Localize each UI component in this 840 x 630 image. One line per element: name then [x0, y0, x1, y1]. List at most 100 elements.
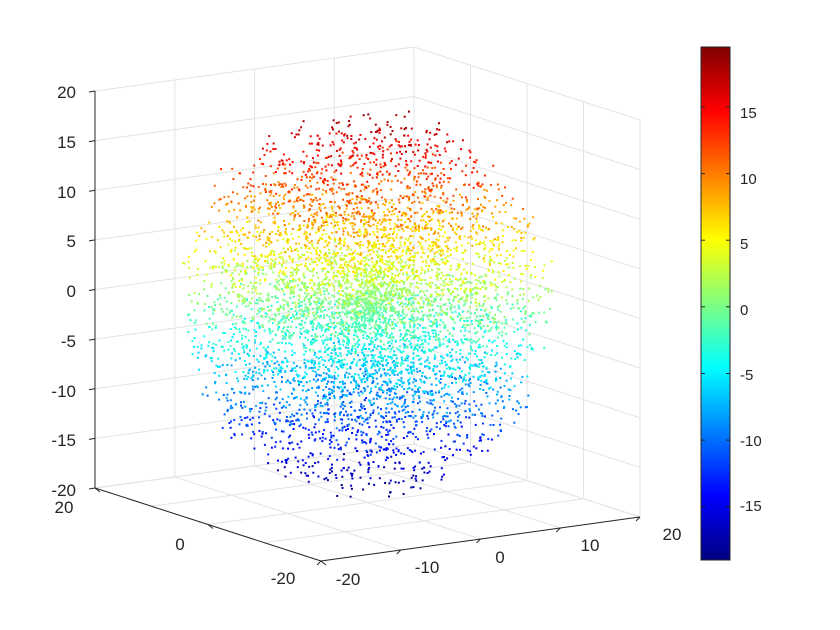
- scatter-point: [412, 255, 415, 258]
- scatter-point: [361, 299, 364, 302]
- scatter-point: [286, 420, 289, 423]
- scatter-point: [360, 434, 363, 437]
- scatter-point: [389, 368, 392, 371]
- scatter-point: [260, 316, 263, 318]
- scatter-point: [388, 388, 390, 391]
- scatter-point: [330, 381, 333, 384]
- scatter-point: [428, 215, 431, 218]
- scatter-point: [318, 206, 321, 209]
- scatter-point: [277, 225, 279, 228]
- scatter-point: [448, 448, 451, 450]
- scatter-point: [398, 304, 401, 306]
- scatter-point: [232, 291, 235, 293]
- scatter-point: [439, 298, 442, 301]
- scatter-point: [326, 179, 329, 182]
- scatter-point: [240, 282, 243, 285]
- scatter-point: [288, 158, 291, 161]
- scatter-point: [357, 260, 360, 263]
- scatter-point: [335, 263, 338, 266]
- scatter-point: [337, 121, 340, 124]
- scatter-point: [210, 205, 213, 208]
- scatter-point: [516, 231, 519, 233]
- scatter-point: [364, 361, 367, 364]
- scatter-point: [212, 267, 215, 270]
- scatter-point: [308, 304, 311, 306]
- scatter-point: [340, 484, 343, 486]
- scatter-point: [298, 408, 301, 411]
- scatter-point: [532, 238, 535, 241]
- scatter-point: [312, 338, 314, 341]
- scatter-point: [397, 198, 400, 201]
- scatter-point: [389, 133, 392, 136]
- scatter-point: [399, 262, 402, 265]
- scatter-point: [315, 292, 318, 295]
- scatter-point: [383, 293, 386, 296]
- scatter-point: [331, 348, 334, 351]
- scatter-point: [280, 251, 283, 254]
- scatter-point: [278, 272, 281, 275]
- scatter-point: [427, 342, 430, 345]
- scatter-point: [316, 311, 319, 314]
- scatter-point: [415, 285, 418, 288]
- scatter-point: [230, 302, 233, 304]
- scatter-point: [380, 353, 383, 356]
- scatter-point: [452, 338, 455, 341]
- scatter-point: [465, 208, 468, 211]
- scatter-point: [230, 404, 233, 407]
- scatter-point: [292, 274, 294, 277]
- scatter-point: [464, 174, 467, 177]
- scatter-point: [412, 259, 415, 262]
- scatter-point: [416, 228, 419, 231]
- scatter-point: [298, 309, 301, 312]
- scatter-point: [361, 423, 364, 426]
- scatter-point: [382, 235, 385, 238]
- scatter-point: [472, 391, 475, 394]
- scatter-point: [374, 303, 377, 306]
- scatter-point: [458, 307, 461, 310]
- scatter-point: [400, 287, 403, 290]
- scatter-point: [284, 475, 287, 478]
- scatter-point: [386, 421, 389, 424]
- scatter-point: [497, 238, 500, 241]
- scatter-point: [264, 315, 267, 318]
- scatter-point: [290, 188, 293, 191]
- scatter-point: [492, 164, 495, 167]
- scatter-point: [372, 319, 374, 321]
- scatter-point: [330, 306, 333, 309]
- scatter-point: [371, 246, 374, 249]
- scatter-point: [427, 186, 430, 188]
- scatter-point: [226, 393, 229, 396]
- scatter-point: [358, 422, 361, 425]
- scatter-point: [328, 303, 331, 306]
- scatter-point: [362, 405, 365, 407]
- scatter-point: [372, 223, 375, 226]
- scatter-point: [330, 256, 333, 259]
- scatter-point: [273, 209, 276, 212]
- scatter-point: [484, 280, 486, 283]
- scatter-point: [281, 316, 284, 319]
- scatter-point: [506, 302, 509, 305]
- scatter-point: [339, 363, 342, 366]
- scatter-point: [439, 381, 442, 384]
- scatter-point: [409, 256, 411, 259]
- scatter-point: [203, 280, 206, 282]
- scatter-point: [339, 315, 342, 318]
- scatter-point: [451, 229, 454, 232]
- scatter-point: [348, 325, 351, 328]
- scatter-point: [511, 262, 514, 264]
- scatter-point: [402, 229, 405, 232]
- scatter-point: [350, 215, 353, 218]
- scatter-point: [279, 369, 282, 372]
- scatter-point: [301, 310, 304, 313]
- scatter-point: [377, 270, 379, 273]
- scatter-point: [272, 147, 275, 150]
- scatter-point: [424, 192, 427, 195]
- scatter-point: [282, 247, 285, 250]
- scatter-point: [518, 220, 521, 223]
- scatter-point: [414, 465, 417, 468]
- scatter-point: [356, 206, 359, 209]
- scatter-point: [327, 292, 330, 295]
- scatter-point: [287, 318, 290, 321]
- scatter-point: [283, 304, 286, 307]
- scatter-point: [361, 346, 364, 349]
